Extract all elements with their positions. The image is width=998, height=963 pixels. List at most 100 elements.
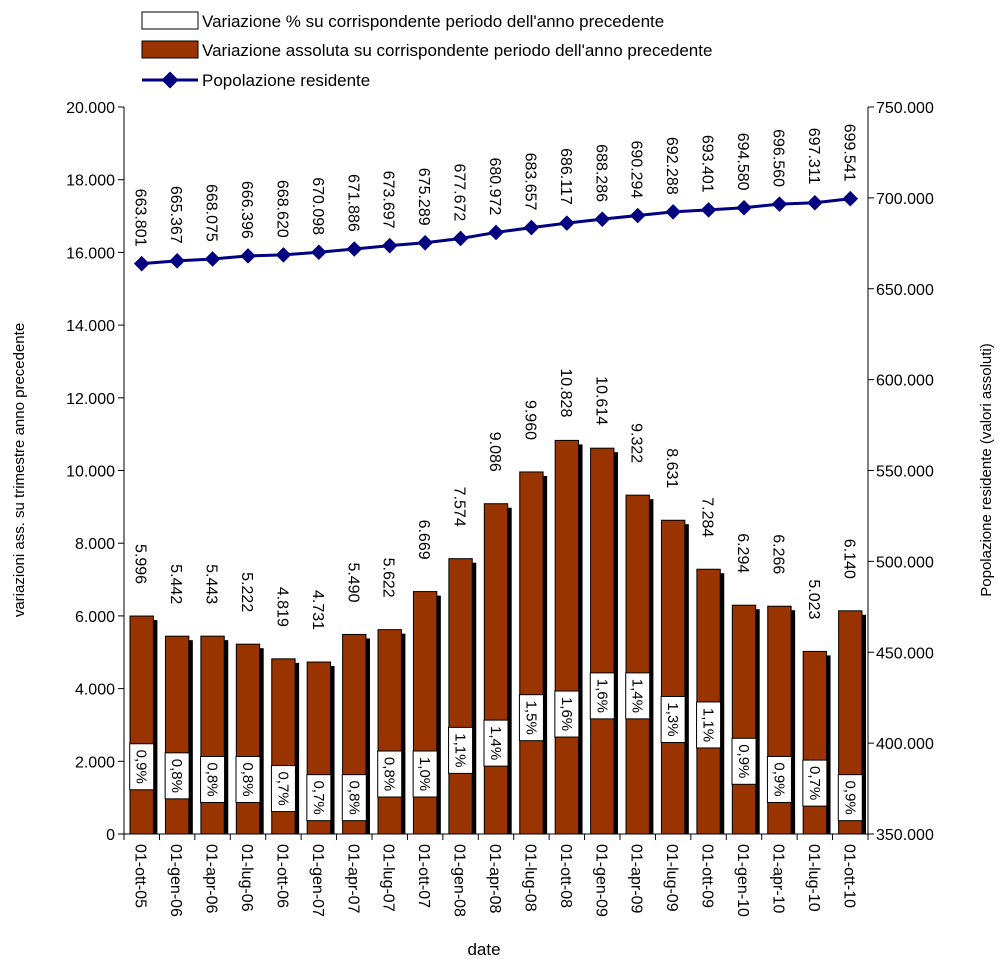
percent-label-box <box>448 726 474 774</box>
y-axis-right-tick-label: 400.000 <box>876 736 934 753</box>
x-axis-tick-label: 01-ott-09 <box>699 844 716 908</box>
population-marker <box>807 194 823 211</box>
percent-label: 1,4% <box>487 726 504 760</box>
percent-label-box <box>129 743 155 791</box>
x-axis-tick-label: 01-gen-09 <box>592 844 609 917</box>
y-axis-left-title: variazioni ass. su trimestre anno preced… <box>11 323 28 617</box>
x-axis-tick-label: 01-lug-07 <box>380 844 397 912</box>
population-value-label: 686.117 <box>557 148 574 205</box>
bar-value-label: 10.614 <box>592 376 609 425</box>
bar <box>590 447 615 835</box>
percent-label-box <box>235 755 261 803</box>
x-axis-tick-label: 01-apr-10 <box>769 844 786 913</box>
percent-label: 1,3% <box>664 702 681 736</box>
percent-label: 1,6% <box>593 679 610 713</box>
population-value-label: 675.289 <box>415 168 432 226</box>
bar-value-label: 10.828 <box>557 368 574 417</box>
population-value-label: 699.541 <box>840 124 857 182</box>
bar <box>164 635 190 835</box>
population-value-label: 673.697 <box>380 171 397 229</box>
bar <box>200 635 225 835</box>
population-marker <box>240 248 256 264</box>
legend-label-percent: Variazione % su corrispondente periodo d… <box>202 12 664 31</box>
y-axis-right-tick-label: 550.000 <box>876 464 934 481</box>
population-marker <box>523 219 540 236</box>
population-marker <box>452 230 469 247</box>
percent-label-box <box>660 695 686 743</box>
population-value-label: 668.620 <box>273 180 290 238</box>
population-marker <box>629 207 646 224</box>
bar <box>554 439 580 835</box>
population-marker <box>346 241 363 257</box>
bar-value-label: 5.996 <box>132 544 149 584</box>
bar-value-label: 9.086 <box>486 432 503 472</box>
y-axis-left-tick-label: 14.000 <box>66 318 115 335</box>
population-value-label: 665.367 <box>167 186 184 244</box>
percent-label-box <box>200 755 226 803</box>
population-marker <box>417 235 433 251</box>
percent-label-box <box>802 759 828 807</box>
x-axis-tick-label: 01-ott-06 <box>273 844 290 908</box>
x-axis-tick-label: 01-ott-05 <box>132 844 149 908</box>
population-marker <box>381 237 398 254</box>
x-axis-tick-label: 01-lug-08 <box>521 844 538 912</box>
percent-label: 1,1% <box>452 733 469 767</box>
population-value-label: 690.294 <box>628 141 645 199</box>
percent-label: 0,9% <box>841 781 858 815</box>
population-value-label: 693.401 <box>699 135 716 193</box>
percent-label: 0,9% <box>133 750 150 784</box>
percent-label: 0,8% <box>168 759 185 793</box>
bar-value-label: 6.266 <box>769 534 786 574</box>
population-value-label: 696.560 <box>769 129 786 187</box>
percent-label: 1,4% <box>629 679 646 713</box>
population-marker <box>594 211 611 227</box>
population-value-label: 694.580 <box>734 133 751 191</box>
percent-label: 0,9% <box>735 744 752 778</box>
bar-value-label: 6.669 <box>415 520 432 560</box>
percent-label: 0,7% <box>310 781 327 815</box>
population-marker <box>771 196 788 212</box>
legend-label-absolute: Variazione assoluta su corrispondente pe… <box>202 41 712 60</box>
y-axis-left-tick-label: 6.000 <box>75 609 115 626</box>
percent-label-box <box>164 752 190 800</box>
x-axis-tick-label: 01-apr-08 <box>486 844 503 913</box>
percent-label: 0,7% <box>806 766 823 800</box>
y-axis-left-tick-label: 8.000 <box>75 536 115 553</box>
x-axis-tick-label: 01-lug-06 <box>238 844 255 912</box>
data-labels: 5.996 5.442 5.443 5.222 4.819 4.731 5.490 5.622… <box>129 124 863 822</box>
bar <box>483 503 509 835</box>
y-axis-right-tick-label: 450.000 <box>876 645 934 662</box>
bar-value-label: 9.322 <box>628 423 645 463</box>
x-axis-tick-label: 01-gen-08 <box>451 844 468 917</box>
bar-value-label: 9.960 <box>521 400 538 440</box>
x-axis-tick-label: 01-gen-06 <box>167 844 184 917</box>
population-value-label: 670.098 <box>309 177 326 235</box>
bar-value-label: 5.023 <box>805 579 822 619</box>
x-axis-tick-label: 01-gen-07 <box>309 844 326 917</box>
bar-value-label: 6.294 <box>734 533 751 573</box>
percent-label-box <box>589 672 615 720</box>
y-axis-left-tick-label: 2.000 <box>75 754 115 771</box>
population-value-label: 666.396 <box>238 181 255 239</box>
population-value-label: 663.801 <box>132 189 149 247</box>
y-axis-right-tick-label: 750.000 <box>876 100 934 117</box>
legend-swatch-percent <box>141 11 199 30</box>
legend: Variazione % su corrispondente periodo d… <box>141 11 712 90</box>
legend-swatch-absolute <box>141 40 199 59</box>
y-axis-right-tick-label: 500.000 <box>876 554 934 571</box>
bar <box>235 643 261 835</box>
percent-label-box <box>306 774 332 822</box>
population-value-label: 688.286 <box>592 144 609 202</box>
percent-label-box <box>554 690 580 738</box>
bar <box>377 629 402 835</box>
percent-label-box <box>837 774 863 822</box>
bar-value-label: 5.622 <box>380 558 397 598</box>
population-marker <box>700 202 717 218</box>
percent-label: 0,8% <box>345 781 362 815</box>
y-axis-left-tick-label: 20.000 <box>66 100 115 117</box>
bar <box>129 615 154 835</box>
bar <box>625 494 650 835</box>
x-axis-title: date <box>467 940 500 959</box>
percent-label: 1,5% <box>522 701 539 735</box>
